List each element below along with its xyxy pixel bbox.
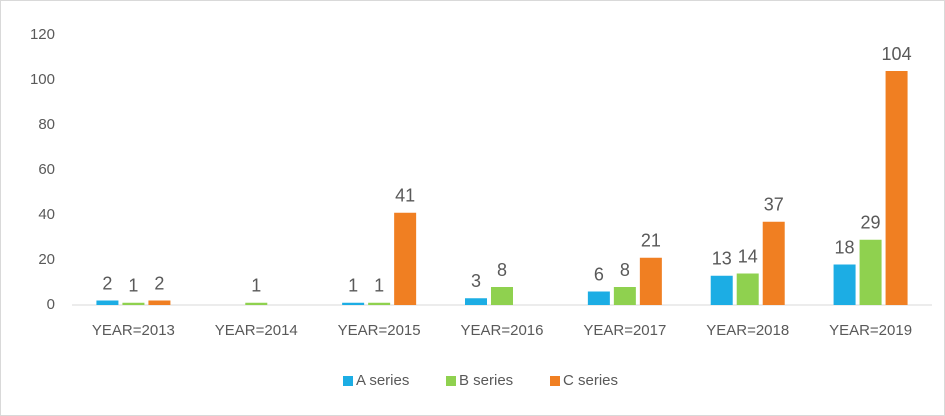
data-label: 1: [251, 276, 261, 296]
data-label: 37: [764, 195, 784, 215]
data-label: 21: [641, 231, 661, 251]
y-tick-label: 40: [38, 206, 55, 223]
bar: [122, 302, 145, 305]
x-tick-label: YEAR=2015: [338, 322, 421, 339]
data-label: 1: [128, 276, 138, 296]
data-label: 14: [738, 246, 758, 266]
x-tick-label: YEAR=2016: [461, 322, 544, 339]
bar: [342, 302, 365, 305]
x-tick-label: YEAR=2018: [706, 322, 789, 339]
bar: [245, 302, 268, 305]
bar: [736, 273, 759, 305]
bar: [96, 300, 119, 305]
data-label: 8: [620, 260, 630, 280]
data-label: 41: [395, 186, 415, 206]
bar: [613, 287, 636, 305]
legend-label: A series: [356, 372, 409, 389]
y-tick-label: 60: [38, 161, 55, 178]
bar: [885, 71, 908, 305]
y-tick-label: 100: [30, 71, 55, 88]
data-label: 2: [154, 273, 164, 293]
x-tick-label: YEAR=2017: [583, 322, 666, 339]
data-label: 8: [497, 260, 507, 280]
x-tick-label: YEAR=2013: [92, 322, 175, 339]
data-label: 6: [594, 264, 604, 284]
bar: [148, 300, 171, 305]
data-label: 18: [835, 237, 855, 257]
bar: [491, 287, 513, 305]
bar: [394, 212, 417, 305]
y-tick-label: 120: [30, 26, 55, 43]
bar: [710, 275, 733, 305]
data-label: 3: [471, 271, 481, 291]
bar: [762, 221, 785, 305]
x-tick-label: YEAR=2019: [829, 322, 912, 339]
data-label: 2: [102, 273, 112, 293]
legend-label: B series: [459, 372, 513, 389]
y-tick-label: 20: [38, 251, 55, 268]
bar: [465, 298, 487, 305]
y-tick-label: 80: [38, 116, 55, 133]
legend-swatch: [446, 376, 456, 386]
bar: [833, 264, 856, 305]
legend-swatch: [343, 376, 353, 386]
data-label: 104: [882, 44, 912, 64]
y-tick-label: 0: [47, 296, 55, 313]
bar: [859, 239, 882, 305]
bar: [639, 257, 662, 305]
bar: [368, 302, 391, 305]
data-label: 29: [861, 213, 881, 233]
legend-swatch: [550, 376, 560, 386]
bar: [587, 291, 610, 305]
legend-label: C series: [563, 372, 618, 389]
x-tick-label: YEAR=2014: [215, 322, 298, 339]
data-label: 13: [712, 249, 732, 269]
data-label: 1: [348, 276, 358, 296]
data-label: 1: [374, 276, 384, 296]
